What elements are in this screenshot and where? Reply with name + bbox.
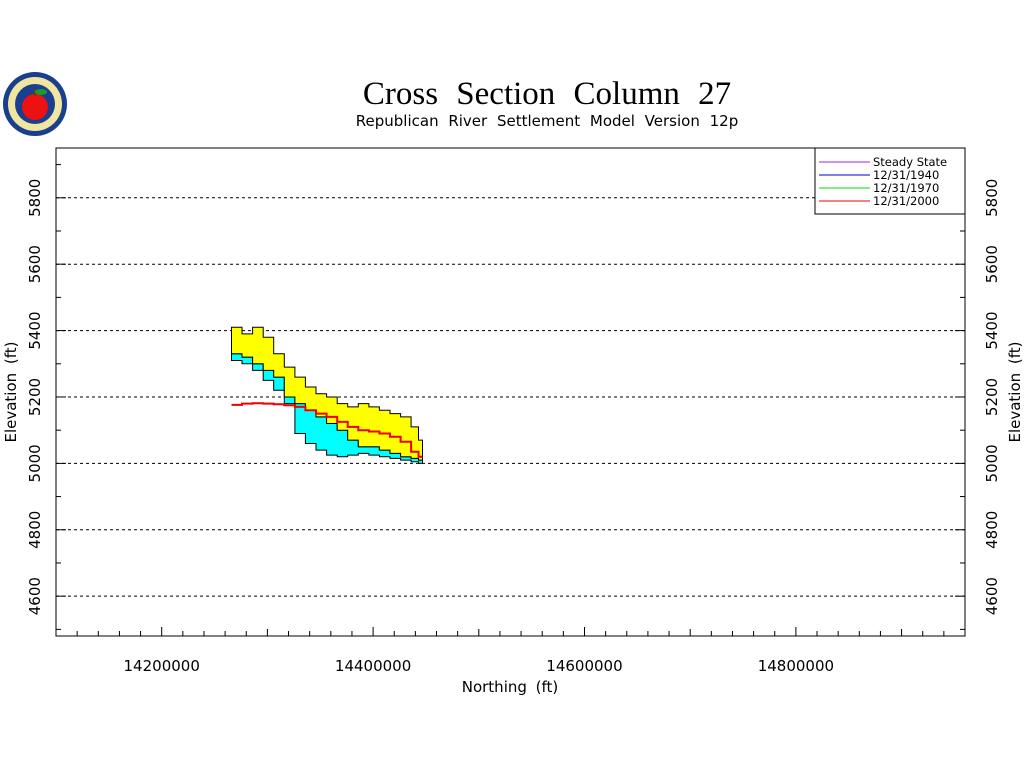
series-line-0 [231,402,423,458]
y-tick-label-right-4600: 4600 [983,577,1001,615]
y-tick-label-left-4600: 4600 [26,577,44,615]
y-tick-label-right-5600: 5600 [983,245,1001,283]
plot-area: 4600 4600 4800 4800 5000 5000 5200 5200 5400 5400… [26,147,1001,675]
x-tick-label-14800000: 14800000 [758,657,834,675]
y-tick-label-right-4800: 4800 [983,511,1001,549]
x-axis-label: Northing (ft) [462,678,559,696]
chart-title: Cross Section Column 27 [363,76,731,112]
x-tick-label-14200000: 14200000 [124,657,200,675]
y-axis-label-left: Elevation (ft) [2,341,20,442]
y-tick-label-right-5400: 5400 [983,311,1001,349]
x-tick-label-14400000: 14400000 [335,657,411,675]
legend-label-2000: 12/31/2000 [873,194,939,208]
y-tick-label-left-5200: 5200 [26,378,44,416]
legend-label-1940: 12/31/1940 [873,168,939,182]
legend-label-1970: 12/31/1970 [873,181,939,195]
legend: Steady State 12/31/1940 12/31/1970 12/31… [814,147,966,215]
y-tick-label-left-5400: 5400 [26,311,44,349]
y-tick-label-left-5800: 5800 [26,179,44,217]
chart-subtitle: Republican River Settlement Model Versio… [356,112,738,130]
layer-1-band [231,326,423,461]
y-tick-label-right-5200: 5200 [983,378,1001,416]
plot-frame [55,147,966,637]
x-tick-label-14600000: 14600000 [546,657,622,675]
y-tick-label-left-5000: 5000 [26,444,44,482]
y-tick-label-left-4800: 4800 [26,511,44,549]
logo [3,72,67,136]
y-tick-label-right-5800: 5800 [983,179,1001,217]
legend-label-steady-state: Steady State [873,155,947,169]
y-axis-label-right: Elevation (ft) [1006,341,1024,442]
y-tick-label-left-5600: 5600 [26,245,44,283]
y-tick-label-right-5000: 5000 [983,444,1001,482]
